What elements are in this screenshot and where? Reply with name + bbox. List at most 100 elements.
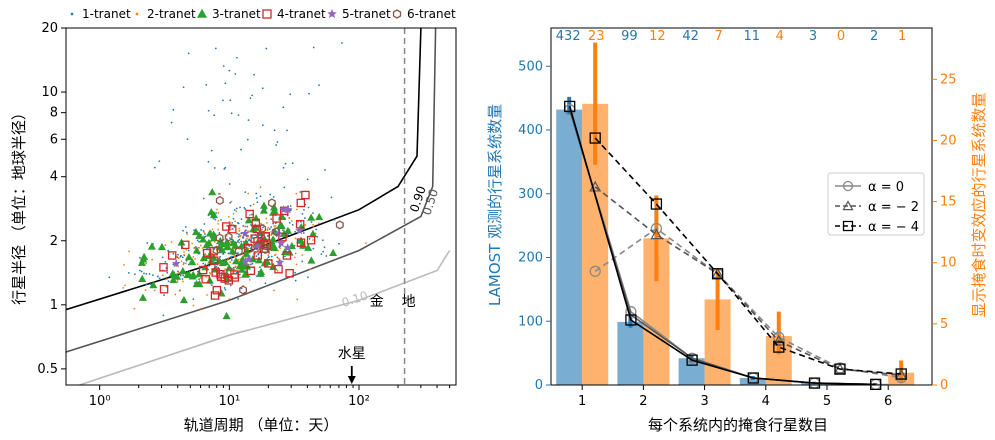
scatter-point: [253, 251, 263, 260]
scatter-point: [202, 197, 205, 200]
lamost-count-label: 11: [744, 29, 761, 44]
scatter-point: [261, 87, 264, 90]
scatter-point: [149, 281, 158, 289]
ttv-count-label: 23: [588, 29, 605, 44]
scatter-point: [162, 314, 165, 317]
contour-line: [65, 27, 437, 353]
scatter-point: [315, 212, 324, 221]
scatter-point: [247, 235, 250, 238]
scatter-point: [266, 229, 269, 231]
scatter-point: [200, 307, 202, 310]
scatter-point: [186, 233, 188, 235]
right-y-tick-label: 25: [940, 72, 957, 87]
scatter-point: [181, 256, 184, 259]
scatter-point: [148, 273, 151, 275]
scatter-point: [237, 265, 246, 273]
scatter-point: [229, 284, 232, 287]
scatter-point: [296, 238, 306, 247]
scatter-point: [205, 84, 208, 86]
scatter-point: [138, 293, 147, 301]
mercury-arrow-head: [347, 376, 356, 384]
scatter-point: [296, 298, 299, 301]
right-y-tick-label: 15: [940, 195, 957, 210]
scatter-point: [210, 149, 213, 152]
scatter-point: [193, 229, 195, 231]
scatter-point: [330, 196, 333, 199]
scatter-point: [215, 195, 224, 206]
scatter-point: [204, 233, 206, 235]
scatter-point: [243, 207, 246, 209]
scatter-point: [252, 248, 255, 251]
scatter-point: [196, 263, 199, 265]
scatter-point: [246, 237, 249, 240]
scatter-point: [228, 224, 237, 234]
scatter-contours: 0.900.500.10: [65, 27, 451, 386]
model-line-left: [568, 106, 876, 386]
scatter-point: [176, 256, 179, 259]
scatter-point: [264, 259, 273, 268]
scatter-point: [229, 261, 232, 263]
lamost-bar: [617, 321, 644, 385]
scatter-point: [179, 295, 188, 304]
venus-label: 金: [370, 294, 384, 310]
legend-marker: [196, 8, 208, 18]
legend-label: 3-tranet: [212, 7, 261, 21]
y-tick-label: 10: [41, 85, 58, 100]
scatter-point: [262, 226, 264, 229]
scatter-point: [265, 47, 268, 50]
scatter-point: [215, 212, 218, 214]
scatter-point: [209, 210, 218, 219]
scatter-point: [206, 294, 208, 296]
legend-marker: [392, 9, 402, 19]
scatter-point: [268, 198, 276, 208]
scatter-point: [234, 265, 237, 268]
legend-label: 6-tranet: [407, 7, 456, 21]
y-tick-label: 8: [50, 106, 58, 121]
scatter-point: [296, 208, 298, 211]
scatter-point: [288, 221, 291, 224]
scatter-point: [285, 268, 294, 278]
scatter-point: [266, 235, 269, 237]
scatter-point: [341, 42, 343, 44]
scatter-point: [232, 212, 235, 215]
scatter-point: [211, 268, 220, 277]
scatter-point: [176, 280, 179, 283]
scatter-point: [204, 235, 207, 238]
scatter-point: [272, 222, 275, 225]
scatter-point: [177, 253, 179, 256]
right-y-tick-label: 0: [940, 378, 948, 393]
scatter-point: [212, 285, 222, 295]
scatter-point: [188, 272, 197, 280]
scatter-point: [307, 206, 310, 209]
scatter-point: [158, 160, 161, 163]
scatter-point: [214, 47, 217, 50]
scatter-point: [200, 229, 203, 231]
scatter-point: [294, 271, 297, 274]
scatter-point: [232, 266, 235, 269]
scatter-point: [217, 228, 219, 231]
scatter-point: [233, 209, 236, 211]
scatter-point: [143, 272, 145, 275]
scatter-point: [209, 233, 218, 242]
scatter-point: [140, 270, 143, 273]
scatter-point: [261, 124, 264, 127]
scatter-point: [282, 166, 285, 169]
scatter-point: [247, 119, 250, 121]
scatter-point: [229, 99, 232, 102]
scatter-point: [259, 201, 269, 209]
scatter-point: [181, 240, 190, 250]
scatter-point: [308, 92, 310, 95]
scatter-point: [259, 206, 268, 214]
scatter-point: [198, 265, 208, 275]
lamost-count-label: 2: [870, 29, 878, 44]
scatter-point: [211, 252, 214, 255]
scatter-point: [312, 247, 315, 250]
scatter-point: [272, 214, 281, 223]
scatter-point: [283, 226, 292, 234]
scatter-point: [246, 138, 249, 141]
scatter-point: [185, 259, 188, 262]
scatter-point: [306, 276, 309, 279]
scatter-point: [232, 256, 241, 265]
left-y-tick-label: 400: [518, 123, 543, 138]
